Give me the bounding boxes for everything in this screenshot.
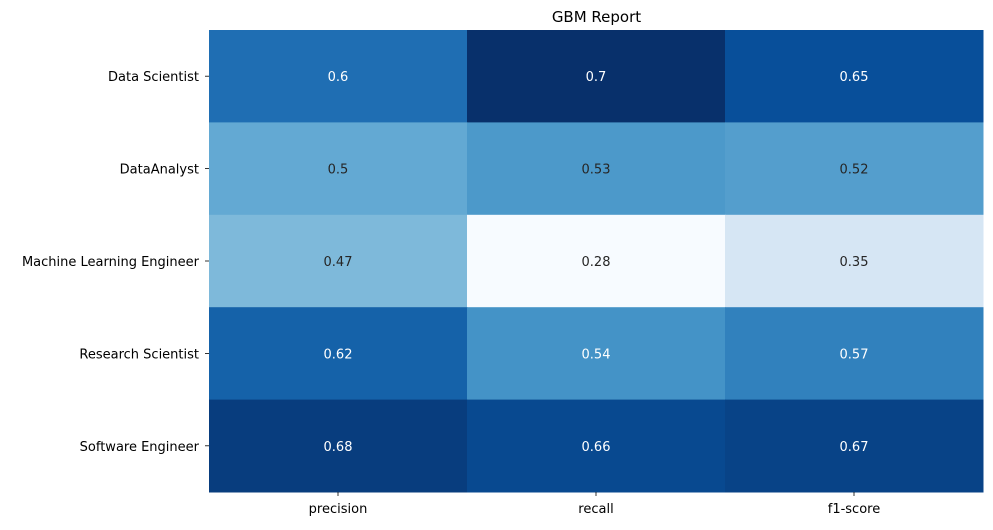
- y-tick-label: DataAnalyst: [120, 163, 199, 178]
- heatmap-cell-label: 0.53: [582, 163, 611, 178]
- heatmap-cell: [209, 122, 468, 216]
- heatmap-cell-label: 0.5: [328, 163, 349, 178]
- x-tick-label: f1-score: [828, 502, 880, 517]
- heatmap-cell-label: 0.54: [582, 347, 611, 362]
- heatmap-cell: [209, 307, 468, 401]
- heatmap-cell-labels: 0.6 0.7 0.65 0.5 0.53 0.52 0.47 0.28 0.35 0.62 0.5…: [324, 70, 869, 455]
- heatmap-cell: [725, 214, 984, 308]
- heatmap-cell-label: 0.66: [582, 440, 611, 455]
- heatmap-cell: [725, 30, 984, 123]
- heatmap-cell: [209, 30, 468, 123]
- heatmap-cell: [209, 214, 468, 308]
- heatmap-cells: [209, 30, 984, 493]
- y-tick-label: Data Scientist: [108, 70, 199, 85]
- heatmap-cell-label: 0.47: [324, 255, 353, 270]
- heatmap-cell: [467, 399, 726, 493]
- heatmap-cell-label: 0.28: [582, 255, 611, 270]
- x-axis-ticks: precision recall f1-score: [309, 492, 880, 517]
- heatmap-cell: [467, 30, 726, 123]
- y-tick-label: Software Engineer: [80, 440, 200, 455]
- y-axis-ticks: Data Scientist DataAnalyst Machine Learnin…: [22, 70, 209, 455]
- heatmap-cell-label: 0.6: [328, 70, 349, 85]
- y-tick-label: Machine Learning Engineer: [22, 255, 200, 270]
- heatmap-cell: [467, 122, 726, 216]
- heatmap-cell-label: 0.52: [840, 163, 869, 178]
- heatmap-cell-label: 0.7: [586, 70, 607, 85]
- chart-title: GBM Report: [552, 8, 641, 26]
- heatmap-cell-label: 0.35: [840, 255, 869, 270]
- heatmap-cell: [725, 399, 984, 493]
- heatmap-cell-label: 0.62: [324, 347, 353, 362]
- heatmap-cell-label: 0.65: [840, 70, 869, 85]
- x-tick-label: recall: [578, 502, 613, 517]
- heatmap-cell: [209, 399, 468, 493]
- heatmap-cell: [725, 122, 984, 216]
- heatmap-cell-label: 0.68: [324, 440, 353, 455]
- heatmap-cell: [467, 214, 726, 308]
- y-tick-label: Research Scientist: [79, 347, 199, 362]
- heatmap-cell: [725, 307, 984, 401]
- heatmap-cell-label: 0.67: [840, 440, 869, 455]
- heatmap-cell: [467, 307, 726, 401]
- heatmap-cell-label: 0.57: [840, 347, 869, 362]
- x-tick-label: precision: [309, 502, 368, 517]
